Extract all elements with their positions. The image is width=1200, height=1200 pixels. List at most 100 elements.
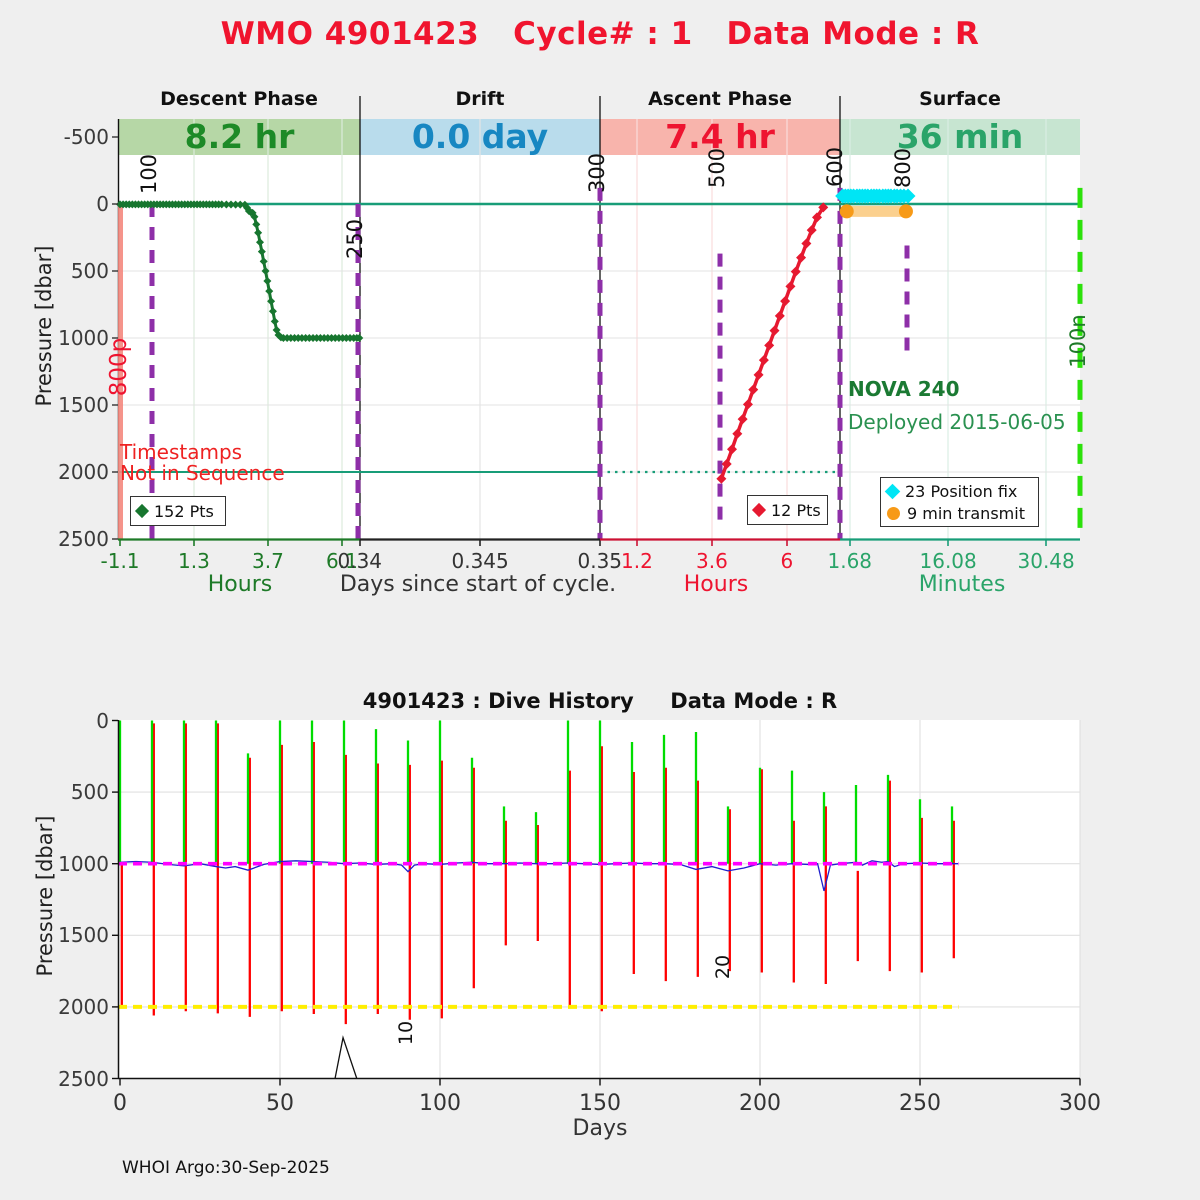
ascent-point-marker [721,458,732,469]
phase-header-descent: Descent Phase [160,88,318,110]
descent-point-marker [254,228,263,237]
bottom-y-tick-label: 2000 [58,994,109,1019]
top-y-tick-label: 1500 [58,393,109,417]
packet-marker-label-250: 250 [343,218,367,260]
legend-ascent-points: 12 Pts [747,495,828,525]
bottom-x-tick-label: 50 [266,1090,294,1116]
x-axis-label-drift-days: Days since start of cycle. [339,572,617,597]
descent-point-marker [222,200,231,209]
top-y-tick-label: 2500 [58,527,109,551]
ascent-point-marker [737,414,748,425]
x-axis-label-surface-minutes: Minutes [918,572,1006,597]
packet-marker-label-800: 800 [891,147,915,189]
legend-ascent-label: 12 Pts [771,500,821,520]
ascent-point-marker [796,252,807,263]
legend-position-fix-label: 23 Position fix [905,481,1018,501]
top-y-tick-label: 0 [96,192,109,216]
bottom-y-tick-label: 1500 [58,923,109,948]
bottom-y-axis-label: Pressure [dbar] [33,815,57,977]
deployed-date-label: Deployed 2015-06-05 [848,410,1066,434]
top-y-tick-label: 2000 [58,460,109,484]
end-marker-label: 100n [1066,314,1090,368]
top-x-tick-label: 3.7 [252,549,284,573]
descent-point-marker [268,307,277,316]
ascent-point-marker [753,369,764,380]
packet-marker-label-500: 500 [705,147,729,189]
ascent-point-marker [774,310,785,321]
top-y-tick-label: 1000 [58,326,109,350]
cycle-number-annotation-10: 10 [395,1020,417,1046]
bottom-x-tick-label: 100 [419,1090,461,1116]
bottom-x-axis-label: Days [572,1116,628,1141]
top-x-tick-label: 1.2 [621,549,653,573]
descent-point-marker [248,208,257,217]
descent-diamond-icon [134,503,150,519]
descent-point-marker [255,238,264,247]
phase-duration-surface: 36 min [896,117,1024,156]
bottom-y-tick-label: 500 [70,780,109,805]
packet-marker-label-600: 600 [823,146,847,188]
bottom-x-tick-label: 300 [1059,1090,1101,1116]
ascent-point-marker [769,325,780,336]
bottom-y-tick-label: 1000 [58,851,109,876]
x-axis-label-descent-hours: Hours [207,572,273,597]
top-x-tick-label: 0.345 [451,549,509,573]
bottom-x-tick-label: 250 [899,1090,941,1116]
descent-point-marker [270,317,279,326]
phase-duration-descent: 8.2 hr [184,117,295,156]
bottom-chart-title: 4901423 : Dive History Data Mode : R [362,689,838,713]
phase-header-ascent: Ascent Phase [648,88,792,110]
ascent-point-marker [732,428,743,439]
descent-point-marker [236,200,245,209]
top-x-tick-label: 1.3 [178,549,210,573]
descent-point-marker [355,334,364,342]
bottom-y-tick-label: 0 [96,708,109,733]
ascent-point-marker [742,399,753,410]
bottom-y-tick-label: 2500 [58,1066,109,1091]
packet-marker-label-300: 300 [585,152,609,194]
descent-point-marker [257,247,266,256]
top-x-tick-label: 30.48 [1017,549,1075,573]
ascent-point-marker [758,355,769,366]
descent-point-marker [252,220,261,229]
ascent-point-marker [801,238,812,249]
descent-point-marker [227,200,236,209]
bottom-x-tick-label: 200 [739,1090,781,1116]
ascent-diamond-icon [751,502,767,518]
phase-duration-ascent: 7.4 hr [665,117,775,156]
phase-band-surface [840,119,1080,155]
top-x-tick-label: 6.1 [326,549,358,573]
descent-point-marker [267,297,276,306]
top-x-tick-label: 0.35 [577,549,623,573]
descent-point-marker [261,267,270,275]
transmit-endpoint-marker [839,204,854,219]
top-x-tick-label: 3.6 [696,549,728,573]
ascent-point-marker [727,444,737,455]
phase-header-drift: Drift [455,88,505,110]
transmit-circle-icon [887,506,900,520]
top-x-tick-label: -1.1 [100,549,140,573]
bottom-x-tick-label: 0 [113,1090,127,1116]
position-fix-diamond-icon [884,483,901,499]
footer-credit: WHOI Argo:30-Sep-2025 [122,1158,330,1178]
ascent-point-marker [764,340,775,351]
top-x-tick-label: 0.34 [337,549,383,573]
descent-point-marker [263,277,272,286]
descent-point-marker [250,212,259,221]
top-y-tick-label: 500 [70,259,109,283]
float-model-label: NOVA 240 [848,377,960,401]
timestamps-warning-line2: Not in Sequence [120,461,285,485]
timestamps-warning-line1: Timestamps [120,440,243,464]
legend-transmit-label: 9 min transmit [907,503,1025,523]
top-y-tick-label: -500 [63,125,109,149]
position-fix-marker [900,188,916,204]
ascent-point-marker [748,384,759,395]
triangle-annotation [334,1035,358,1079]
deploy-marker-label: 800p [106,337,132,397]
timestamps-warning: Timestamps Not in Sequence [120,442,285,484]
ascent-point-marker [812,212,822,223]
top-x-tick-label: 6 [780,549,794,573]
descent-point-marker [259,257,268,266]
top-x-tick-label: 16.08 [919,549,977,573]
